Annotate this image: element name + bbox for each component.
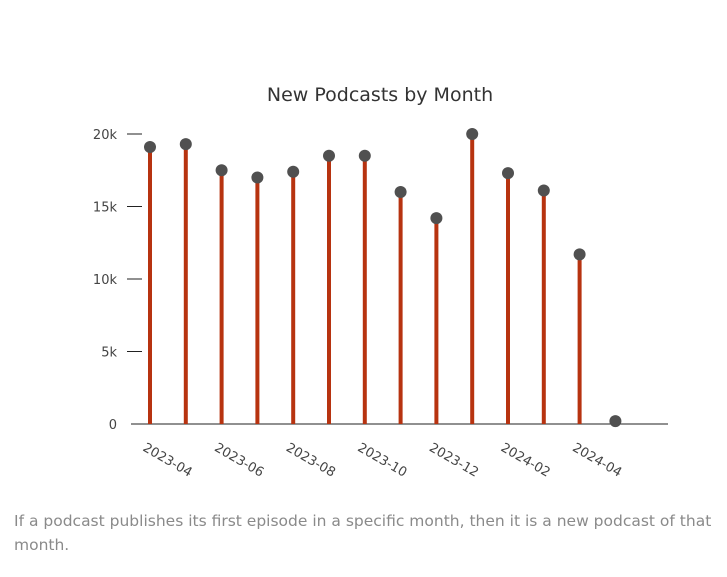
x-tick-label: 2023-12 [426, 440, 481, 480]
x-tick-label: 2023-04 [140, 440, 195, 480]
lollipop-dot[interactable] [573, 248, 586, 261]
lollipop-dot[interactable] [144, 141, 156, 154]
lollipop-dot[interactable] [251, 171, 264, 184]
x-axis: 2023-04 2023-06 2023-08 2023-10 2023-12 2024-… [131, 423, 668, 481]
lollipop-dot[interactable] [323, 149, 335, 162]
lollipop-dot[interactable] [394, 186, 407, 198]
x-tick-label: 2023-06 [212, 440, 267, 480]
y-tick-label: 15k [93, 201, 118, 216]
lollipop-dot[interactable] [537, 184, 550, 197]
y-tick-label: 10k [93, 273, 118, 288]
lollipop-dot[interactable] [215, 164, 228, 177]
y-tick-label: 5k [101, 346, 117, 361]
x-tick-label: 2024-02 [498, 440, 553, 480]
lollipop-dot[interactable] [287, 165, 300, 178]
lollipop-chart: New Podcasts by Month 0 5k 10k 15k 20k 2023-… [93, 84, 668, 481]
lollipop-dot[interactable] [358, 149, 371, 162]
lollipop-dot[interactable] [502, 167, 514, 180]
x-tick-label: 2023-10 [355, 440, 410, 480]
chart: New Podcasts by Month 0 5k 10k 15k 20k 2023-… [93, 84, 668, 481]
y-axis: 0 5k 10k 15k 20k [93, 128, 142, 433]
chart-marks [144, 128, 622, 428]
x-tick-label: 2023-08 [283, 440, 338, 480]
chart-caption: If a podcast publishes its first episode… [14, 512, 712, 554]
lollipop-dot[interactable] [466, 128, 479, 140]
y-tick-label: 0 [109, 418, 117, 433]
x-tick-label: 2024-04 [570, 440, 625, 480]
chart-title: New Podcasts by Month [267, 84, 493, 106]
lollipop-dot[interactable] [179, 138, 192, 151]
lollipop-dot[interactable] [609, 415, 622, 428]
y-tick-label: 20k [93, 128, 118, 143]
lollipop-dot[interactable] [430, 212, 443, 225]
